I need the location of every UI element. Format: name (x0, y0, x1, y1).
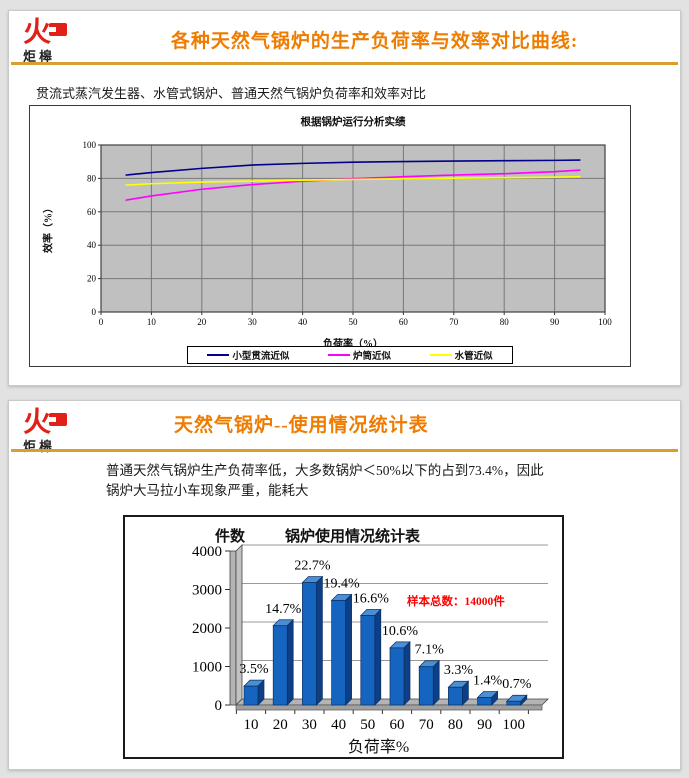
flame-logo-icon: 火 (23, 17, 67, 48)
bar-chart-svg: 0 1000 2000 3000 4000 3.5% 10 14.7% 20 22.7% 30 19.… (192, 544, 549, 733)
bar-chart-y-axis-label: 件数 (215, 529, 246, 545)
svg-text:30: 30 (248, 317, 258, 327)
svg-text:60: 60 (399, 317, 409, 327)
svg-text:14.7%: 14.7% (265, 602, 302, 617)
svg-text:90: 90 (550, 317, 560, 327)
svg-text:40: 40 (87, 240, 97, 250)
svg-text:80: 80 (87, 173, 97, 183)
svg-text:20: 20 (87, 274, 97, 284)
svg-text:4000: 4000 (192, 544, 222, 560)
svg-text:80: 80 (448, 717, 463, 733)
legend-line-swatch (429, 354, 452, 356)
svg-text:60: 60 (390, 717, 405, 733)
legend-line-swatch (327, 354, 350, 356)
line-chart-legend: 小型贯流近似 炉筒近似 水管近似 (187, 346, 513, 364)
line-chart-title: 根据锅炉运行分析实绩 (300, 117, 406, 128)
header-rule (11, 449, 678, 452)
bar-chart-panel: 0 1000 2000 3000 4000 3.5% 10 14.7% 20 22.7% 30 19.… (123, 515, 564, 759)
svg-text:50: 50 (360, 717, 375, 733)
flame-logo-icon: 火 (23, 407, 67, 438)
svg-text:0: 0 (99, 317, 104, 327)
svg-text:80: 80 (500, 317, 510, 327)
line-chart-x-axis-label: 负荷率（%） (323, 339, 383, 350)
slide1-title: 各种天然气锅炉的生产负荷率与效率对比曲线: (170, 31, 579, 52)
svg-text:20: 20 (273, 717, 288, 733)
legend-item: 小型贯流近似 (207, 348, 289, 362)
svg-text:火: 火 (23, 17, 51, 47)
svg-text:19.4%: 19.4% (324, 576, 361, 591)
svg-text:30: 30 (302, 717, 317, 733)
svg-text:3.5%: 3.5% (239, 662, 269, 677)
svg-text:0.7%: 0.7% (502, 677, 532, 692)
svg-text:40: 40 (298, 317, 308, 327)
company-logo: 火 炬槔 (23, 405, 75, 453)
svg-text:100: 100 (83, 140, 97, 150)
svg-text:3.3%: 3.3% (444, 663, 474, 678)
line-chart-y-axis-label: 效率（%） (43, 203, 55, 253)
svg-text:10.6%: 10.6% (382, 624, 419, 639)
svg-text:16.6%: 16.6% (353, 592, 390, 607)
slide-1: 火 炬槔 各种天然气锅炉的生产负荷率与效率对比曲线: 贯流式蒸汽发生器、水管式锅… (8, 10, 681, 386)
svg-text:火: 火 (23, 407, 51, 437)
legend-label: 小型贯流近似 (232, 352, 290, 362)
svg-text:1000: 1000 (192, 660, 222, 676)
sample-total-note: 样本总数：14000件 (407, 596, 505, 608)
slide2-title: 天然气锅炉--使用情况统计表 (174, 415, 429, 436)
svg-text:0: 0 (215, 698, 223, 714)
bar-chart-title: 锅炉使用情况统计表 (285, 529, 421, 545)
legend-label: 炉筒近似 (352, 352, 391, 362)
svg-text:100: 100 (503, 717, 526, 733)
svg-text:10: 10 (147, 317, 157, 327)
svg-text:10: 10 (244, 717, 259, 733)
bar-chart-x-axis-label: 负荷率% (347, 739, 410, 756)
svg-text:20: 20 (197, 317, 207, 327)
svg-text:1.4%: 1.4% (473, 673, 503, 688)
svg-text:7.1%: 7.1% (415, 643, 445, 658)
svg-text:90: 90 (477, 717, 492, 733)
slide1-subtitle: 贯流式蒸汽发生器、水管式锅炉、普通天然气锅炉负荷率和效率对比 (36, 86, 427, 101)
legend-line-swatch (207, 354, 230, 356)
svg-text:40: 40 (331, 717, 346, 733)
header-rule (11, 62, 678, 65)
logo-text: 炬槔 (23, 49, 56, 64)
svg-text:22.7%: 22.7% (294, 559, 331, 574)
legend-item: 炉筒近似 (327, 348, 391, 362)
legend-label: 水管近似 (454, 352, 493, 362)
svg-text:50: 50 (349, 317, 359, 327)
company-logo: 火 炬槔 (23, 15, 75, 63)
svg-text:60: 60 (87, 207, 97, 217)
svg-text:100: 100 (598, 317, 612, 327)
line-chart-panel: 0 10 20 30 40 50 60 70 80 90 100 0 20 40 60 80 100 根据锅炉运… (29, 105, 631, 367)
legend-item: 水管近似 (429, 348, 493, 362)
svg-text:0: 0 (92, 307, 97, 317)
line-chart-svg: 0 10 20 30 40 50 60 70 80 90 100 0 20 40 60 80 100 (83, 140, 613, 327)
svg-text:70: 70 (419, 717, 434, 733)
svg-text:70: 70 (449, 317, 459, 327)
slide-2: 火 炬槔 天然气锅炉--使用情况统计表 普通天然气锅炉生产负荷率低，大多数锅炉＜… (8, 400, 681, 770)
svg-text:2000: 2000 (192, 621, 222, 637)
svg-text:3000: 3000 (192, 583, 222, 599)
slide2-body-text: 普通天然气锅炉生产负荷率低，大多数锅炉＜50%以下的占到73.4%，因此锅炉大马… (106, 463, 544, 498)
